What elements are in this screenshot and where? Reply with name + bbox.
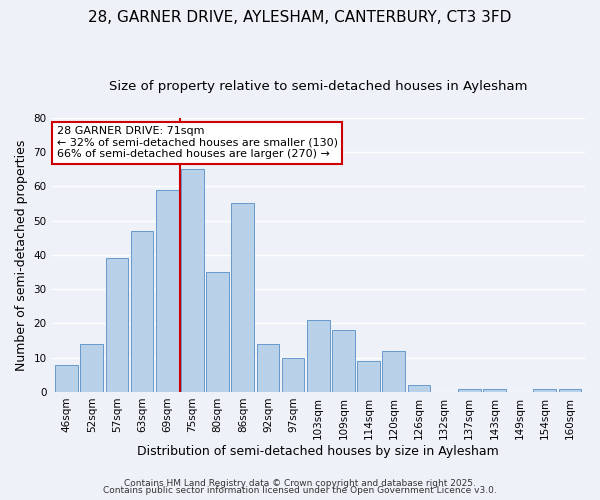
X-axis label: Distribution of semi-detached houses by size in Aylesham: Distribution of semi-detached houses by … bbox=[137, 444, 499, 458]
Bar bbox=[206, 272, 229, 392]
Bar bbox=[533, 388, 556, 392]
Bar bbox=[458, 388, 481, 392]
Text: Contains HM Land Registry data © Crown copyright and database right 2025.: Contains HM Land Registry data © Crown c… bbox=[124, 478, 476, 488]
Y-axis label: Number of semi-detached properties: Number of semi-detached properties bbox=[15, 139, 28, 370]
Title: Size of property relative to semi-detached houses in Aylesham: Size of property relative to semi-detach… bbox=[109, 80, 527, 93]
Bar bbox=[382, 351, 405, 392]
Bar bbox=[559, 388, 581, 392]
Text: Contains public sector information licensed under the Open Government Licence v3: Contains public sector information licen… bbox=[103, 486, 497, 495]
Bar bbox=[257, 344, 279, 392]
Bar bbox=[357, 361, 380, 392]
Bar bbox=[407, 385, 430, 392]
Bar bbox=[181, 169, 204, 392]
Bar bbox=[156, 190, 179, 392]
Bar bbox=[307, 320, 329, 392]
Bar bbox=[332, 330, 355, 392]
Bar bbox=[106, 258, 128, 392]
Text: 28, GARNER DRIVE, AYLESHAM, CANTERBURY, CT3 3FD: 28, GARNER DRIVE, AYLESHAM, CANTERBURY, … bbox=[88, 10, 512, 25]
Bar bbox=[55, 364, 78, 392]
Bar bbox=[131, 231, 154, 392]
Bar bbox=[232, 204, 254, 392]
Bar bbox=[282, 358, 304, 392]
Bar bbox=[80, 344, 103, 392]
Text: 28 GARNER DRIVE: 71sqm
← 32% of semi-detached houses are smaller (130)
66% of se: 28 GARNER DRIVE: 71sqm ← 32% of semi-det… bbox=[57, 126, 338, 159]
Bar bbox=[483, 388, 506, 392]
